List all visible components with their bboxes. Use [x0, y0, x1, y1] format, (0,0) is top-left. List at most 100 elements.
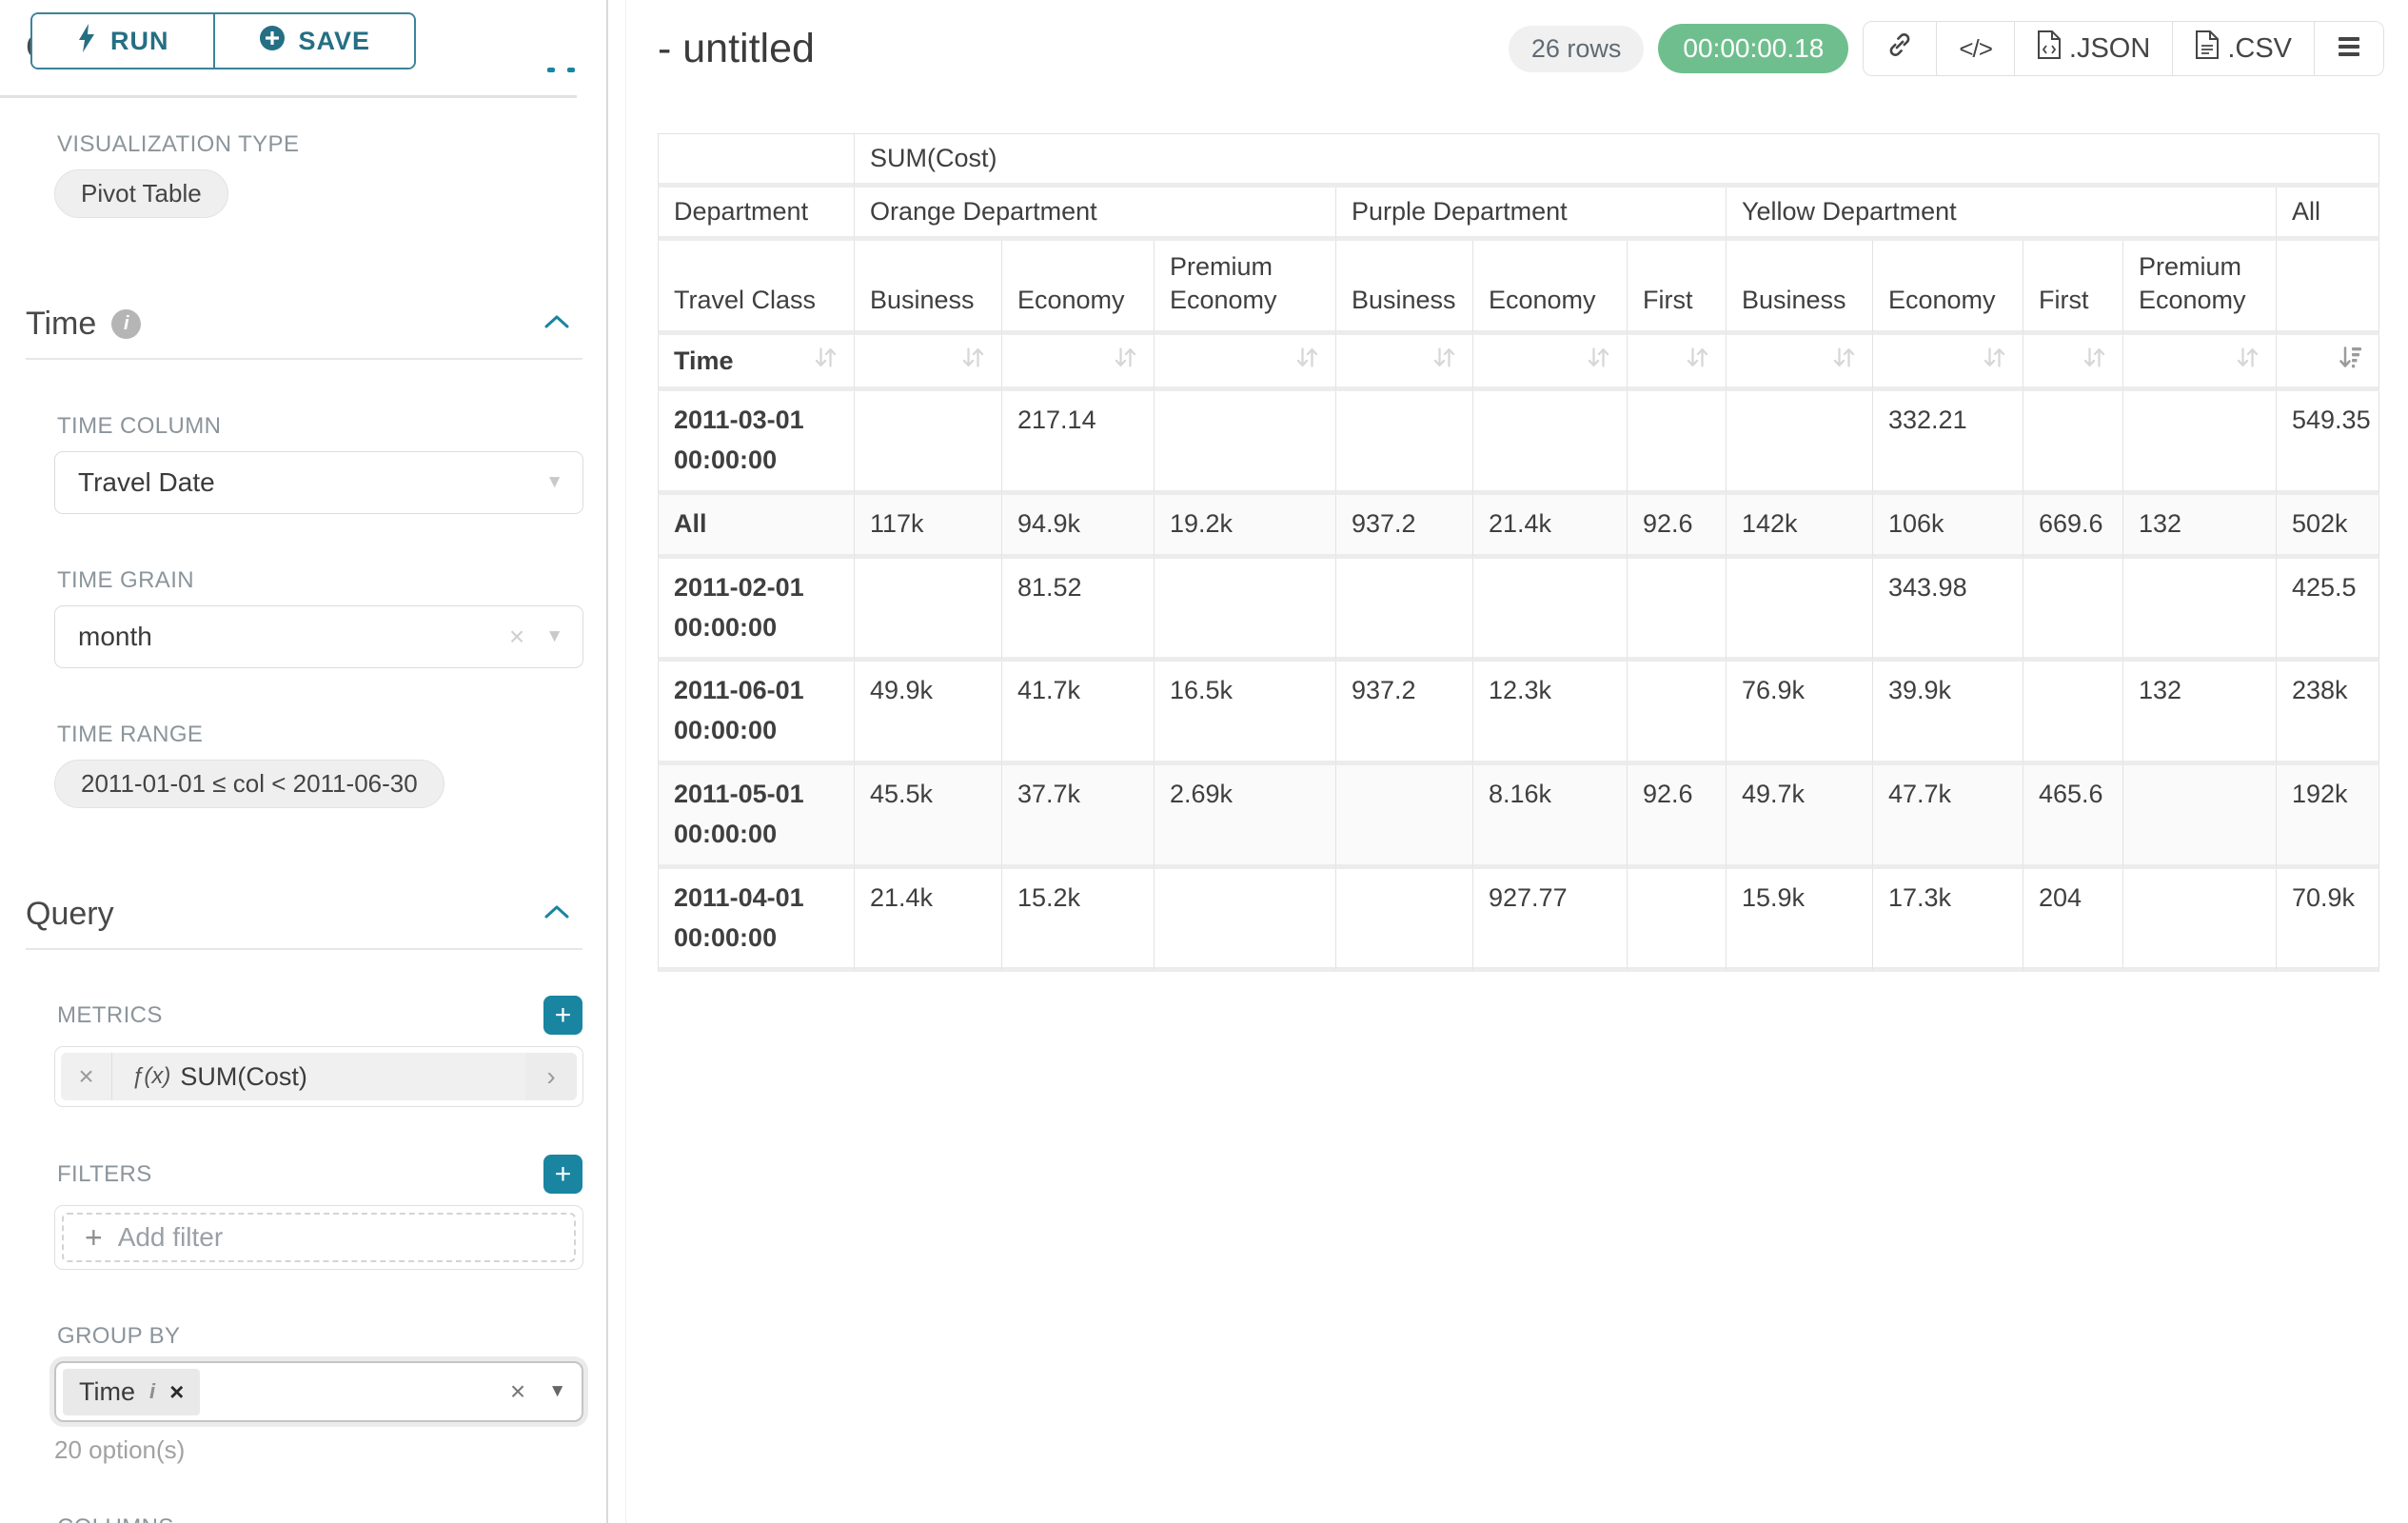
- pivot-value-cell: 238k: [2277, 662, 2380, 766]
- time-section-header[interactable]: Time i: [26, 306, 582, 343]
- chart-area: - untitled 26 rows 00:00:00.18: [626, 0, 2408, 1523]
- panel-drag-handle[interactable]: [547, 68, 575, 72]
- group-by-tag[interactable]: Time i ×: [63, 1368, 201, 1415]
- pivot-value-cell: [1336, 765, 1473, 869]
- link-icon: [1885, 30, 1914, 67]
- pivot-value-cell: 15.2k: [1002, 868, 1155, 973]
- chart-title[interactable]: - untitled: [658, 25, 815, 71]
- pivot-value-cell: [2123, 558, 2277, 663]
- plus-circle-icon: [259, 25, 286, 58]
- save-button[interactable]: SAVE: [212, 14, 415, 68]
- pivot-sort-column-header[interactable]: [1628, 335, 1727, 392]
- visualization-type-label: VISUALIZATION TYPE: [57, 131, 300, 157]
- pivot-class-header: Economy: [1873, 241, 2023, 336]
- pivot-value-cell: [2123, 765, 2277, 869]
- pivot-sort-column-header[interactable]: [2023, 335, 2123, 392]
- filters-control: + Add filter: [54, 1205, 583, 1270]
- pivot-sort-column-header[interactable]: [1336, 335, 1473, 392]
- group-by-label: GROUP BY: [57, 1323, 181, 1349]
- pivot-value-cell: 45.5k: [855, 765, 1002, 869]
- pivot-sort-column-header[interactable]: [2123, 335, 2277, 392]
- add-filter-dropzone[interactable]: + Add filter: [62, 1213, 576, 1262]
- pivot-sort-all-header-active[interactable]: [2277, 335, 2380, 392]
- export-json-button[interactable]: .JSON: [2013, 22, 2173, 75]
- chevron-right-icon[interactable]: ›: [525, 1053, 577, 1100]
- visualization-type-pill[interactable]: Pivot Table: [54, 169, 228, 218]
- chevron-down-icon[interactable]: ▼: [548, 1381, 566, 1401]
- run-button-label: RUN: [110, 26, 169, 55]
- export-csv-label: .CSV: [2227, 32, 2292, 64]
- pivot-sort-time-header[interactable]: Time: [658, 335, 855, 392]
- pivot-sort-column-header[interactable]: [1873, 335, 2023, 392]
- pivot-group-header-row: Department Orange Department Purple Depart…: [658, 188, 2380, 241]
- pivot-value-cell: [855, 391, 1002, 495]
- remove-tag-icon[interactable]: ×: [169, 1376, 185, 1406]
- pivot-value-cell: [1628, 391, 1727, 495]
- table-row: 2011-03-01 00:00:00 217.14 332.21 549.35: [658, 391, 2380, 495]
- pivot-class-header: Premium Economy: [1155, 241, 1336, 336]
- pivot-value-cell: 142k: [1727, 494, 1873, 559]
- pivot-row-label: 2011-06-01 00:00:00: [658, 662, 855, 766]
- json-file-icon: [2037, 30, 2062, 68]
- time-grain-select[interactable]: month × ▼: [54, 605, 583, 668]
- pivot-value-cell: 117k: [855, 494, 1002, 559]
- pivot-value-cell: [1473, 558, 1628, 663]
- pivot-value-cell: [1155, 558, 1336, 663]
- pivot-value-cell: 502k: [2277, 494, 2380, 559]
- clear-icon[interactable]: ×: [508, 622, 525, 651]
- csv-file-icon: [2195, 30, 2220, 68]
- share-link-button[interactable]: [1864, 22, 1937, 75]
- export-csv-button[interactable]: .CSV: [2172, 22, 2314, 75]
- menu-button[interactable]: [2314, 22, 2383, 75]
- metrics-control: × ƒ(x) SUM(Cost) ›: [54, 1046, 583, 1107]
- pivot-value-cell: 217.14: [1002, 391, 1155, 495]
- time-range-pill[interactable]: 2011-01-01 ≤ col < 2011-06-30: [54, 760, 444, 808]
- pivot-value-cell: [1336, 558, 1473, 663]
- pivot-class-header: First: [2023, 241, 2123, 336]
- panel-resize-gutter[interactable]: [606, 0, 626, 1523]
- embed-code-button[interactable]: </>: [1936, 22, 2014, 75]
- pivot-value-cell: [855, 558, 1002, 663]
- pivot-value-cell: 17.3k: [1873, 868, 2023, 973]
- pivot-value-cell: [1628, 662, 1727, 766]
- pivot-value-cell: 12.3k: [1473, 662, 1628, 766]
- pivot-value-cell: 92.6: [1628, 494, 1727, 559]
- tag-label: Time: [79, 1376, 135, 1406]
- info-icon: i: [149, 1379, 156, 1403]
- pivot-sort-column-header[interactable]: [1473, 335, 1628, 392]
- query-section-header[interactable]: Query: [26, 896, 582, 933]
- chevron-up-icon[interactable]: [544, 904, 569, 924]
- pivot-value-cell: [1628, 868, 1727, 973]
- pivot-sort-column-header[interactable]: [1155, 335, 1336, 392]
- clear-icon[interactable]: ×: [509, 1376, 526, 1406]
- columns-label: COLUMNS: [57, 1514, 582, 1523]
- pivot-value-cell: 81.52: [1002, 558, 1155, 663]
- group-by-select[interactable]: Time i × × ▼: [54, 1361, 583, 1422]
- pivot-value-cell: 132: [2123, 494, 2277, 559]
- metric-pill[interactable]: × ƒ(x) SUM(Cost) ›: [61, 1053, 577, 1100]
- remove-metric-icon[interactable]: ×: [61, 1053, 112, 1100]
- pivot-class-header: Economy: [1473, 241, 1628, 336]
- save-button-label: SAVE: [298, 26, 371, 55]
- run-button[interactable]: RUN: [32, 14, 213, 68]
- time-column-select[interactable]: Travel Date ▼: [54, 451, 583, 514]
- pivot-value-cell: 49.9k: [855, 662, 1002, 766]
- add-metric-button[interactable]: +: [543, 996, 582, 1035]
- pivot-metric-header-row: SUM(Cost): [658, 133, 2380, 188]
- chevron-down-icon[interactable]: ▼: [545, 626, 563, 646]
- pivot-row-axis-label: Time: [674, 346, 734, 375]
- time-section-divider: [26, 358, 582, 360]
- pivot-value-cell: 37.7k: [1002, 765, 1155, 869]
- add-filter-button[interactable]: +: [543, 1155, 582, 1194]
- pivot-sort-column-header[interactable]: [1002, 335, 1155, 392]
- pivot-value-cell: [1155, 391, 1336, 495]
- group-by-options-hint: 20 option(s): [54, 1435, 186, 1464]
- pivot-table-container: SUM(Cost) Department Orange Department Purp…: [658, 133, 2384, 973]
- pivot-class-header-row: Travel Class Business Economy Premium Econo…: [658, 241, 2380, 336]
- chevron-up-icon[interactable]: [544, 314, 569, 334]
- pivot-sort-column-header[interactable]: [855, 335, 1002, 392]
- pivot-sort-column-header[interactable]: [1727, 335, 1873, 392]
- run-save-button-group: RUN SAVE: [30, 12, 417, 69]
- chevron-down-icon[interactable]: ▼: [545, 472, 563, 492]
